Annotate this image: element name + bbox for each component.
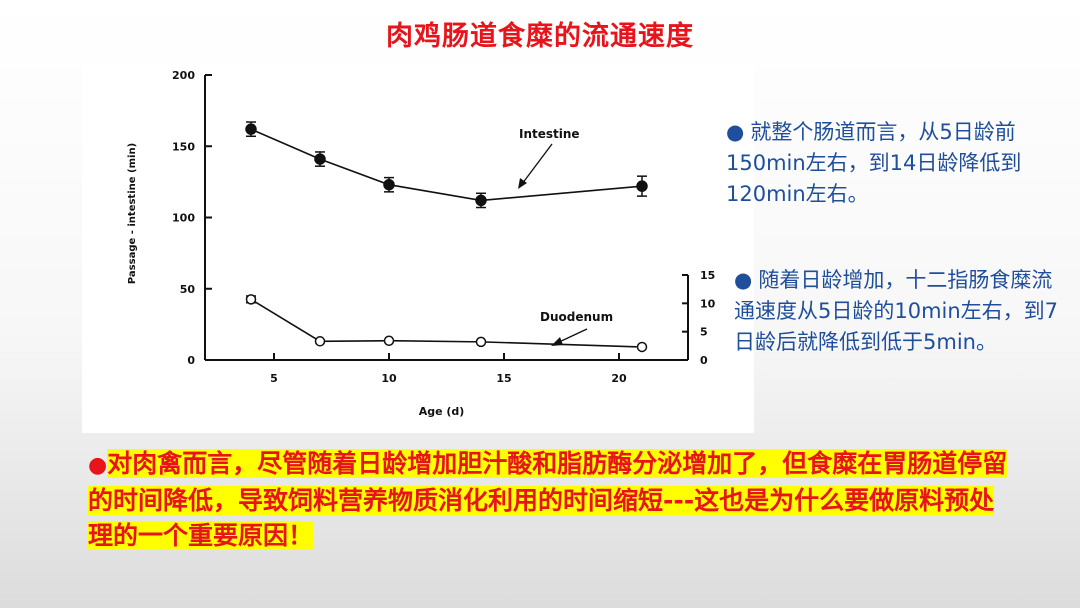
intestine-note: ● 就整个肠道而言，从5日龄前150min左右，到14日龄降低到120min左右。 — [726, 117, 1066, 210]
slide-title: 肉鸡肠道食糜的流通速度 — [386, 21, 694, 52]
duodenum-pointer — [556, 328, 588, 344]
y-right-tick-label: 0 — [700, 354, 708, 367]
x-tick-label: 10 — [381, 372, 397, 385]
series-line-intestine — [250, 128, 643, 202]
conclusion-text: 对肉禽而言，尽管随着日龄增加胆汁酸和脂肪酶分泌增加了，但食糜在胃肠道停留的时间降… — [88, 449, 1008, 550]
chart-panel: 0 50 100 150 200 0 5 10 15 5 10 15 20 Age (d) Passage … — [82, 63, 754, 433]
bullet-icon: ● — [734, 268, 753, 292]
conclusion-note: ●对肉禽而言，尽管随着日龄增加胆汁酸和脂肪酶分泌增加了，但食糜在胃肠道停留的时间… — [88, 446, 1008, 553]
x-tick-label: 5 — [270, 372, 278, 385]
data-point-duodenum — [475, 336, 487, 348]
data-point-duodenum — [636, 341, 648, 353]
data-point-duodenum — [383, 335, 395, 346]
data-point-intestine — [245, 123, 257, 135]
y-left-tick-label: 200 — [172, 69, 195, 82]
passage-time-chart: 0 50 100 150 200 0 5 10 15 5 10 15 20 Age (d) Passage … — [127, 69, 716, 418]
y-left-tick-label: 50 — [180, 283, 196, 296]
y-right-tick-label: 5 — [700, 326, 708, 339]
duodenum-label: Duodenum — [540, 310, 613, 324]
data-point-duodenum — [245, 294, 257, 305]
y-right-tick-label: 15 — [700, 269, 715, 282]
intestine-label: Intestine — [519, 127, 580, 141]
data-point-intestine — [636, 180, 648, 192]
duodenum-note: ● 随着日龄增加，十二指肠食糜流通速度从5日龄的10min左右，到7日龄后就降低到… — [734, 265, 1066, 358]
y-left-tick-label: 150 — [172, 140, 195, 153]
data-point-intestine — [383, 178, 395, 191]
y-right-tick-label: 10 — [700, 297, 716, 310]
arrow-head-icon — [551, 337, 563, 346]
data-point-intestine — [314, 153, 326, 165]
x-axis-title: Age (d) — [419, 405, 465, 418]
bullet-icon: ● — [726, 120, 745, 144]
x-tick-label: 20 — [611, 372, 627, 385]
x-tick-label: 15 — [496, 372, 511, 385]
intestine-pointer — [521, 143, 553, 185]
intestine-note-text: 就整个肠道而言，从5日龄前150min左右，到14日龄降低到120min左右。 — [726, 120, 1022, 206]
y-left-tick-label: 0 — [187, 354, 195, 367]
duodenum-note-text: 随着日龄增加，十二指肠食糜流通速度从5日龄的10min左右，到7日龄后就降低到低… — [734, 268, 1059, 354]
data-point-intestine — [475, 194, 487, 207]
arrow-head-icon — [518, 178, 527, 189]
data-point-duodenum — [314, 336, 326, 347]
y-axis-title: Passage - intestine (min) — [127, 143, 138, 284]
y-left-tick-label: 100 — [172, 212, 195, 225]
bullet-icon: ● — [88, 453, 108, 478]
